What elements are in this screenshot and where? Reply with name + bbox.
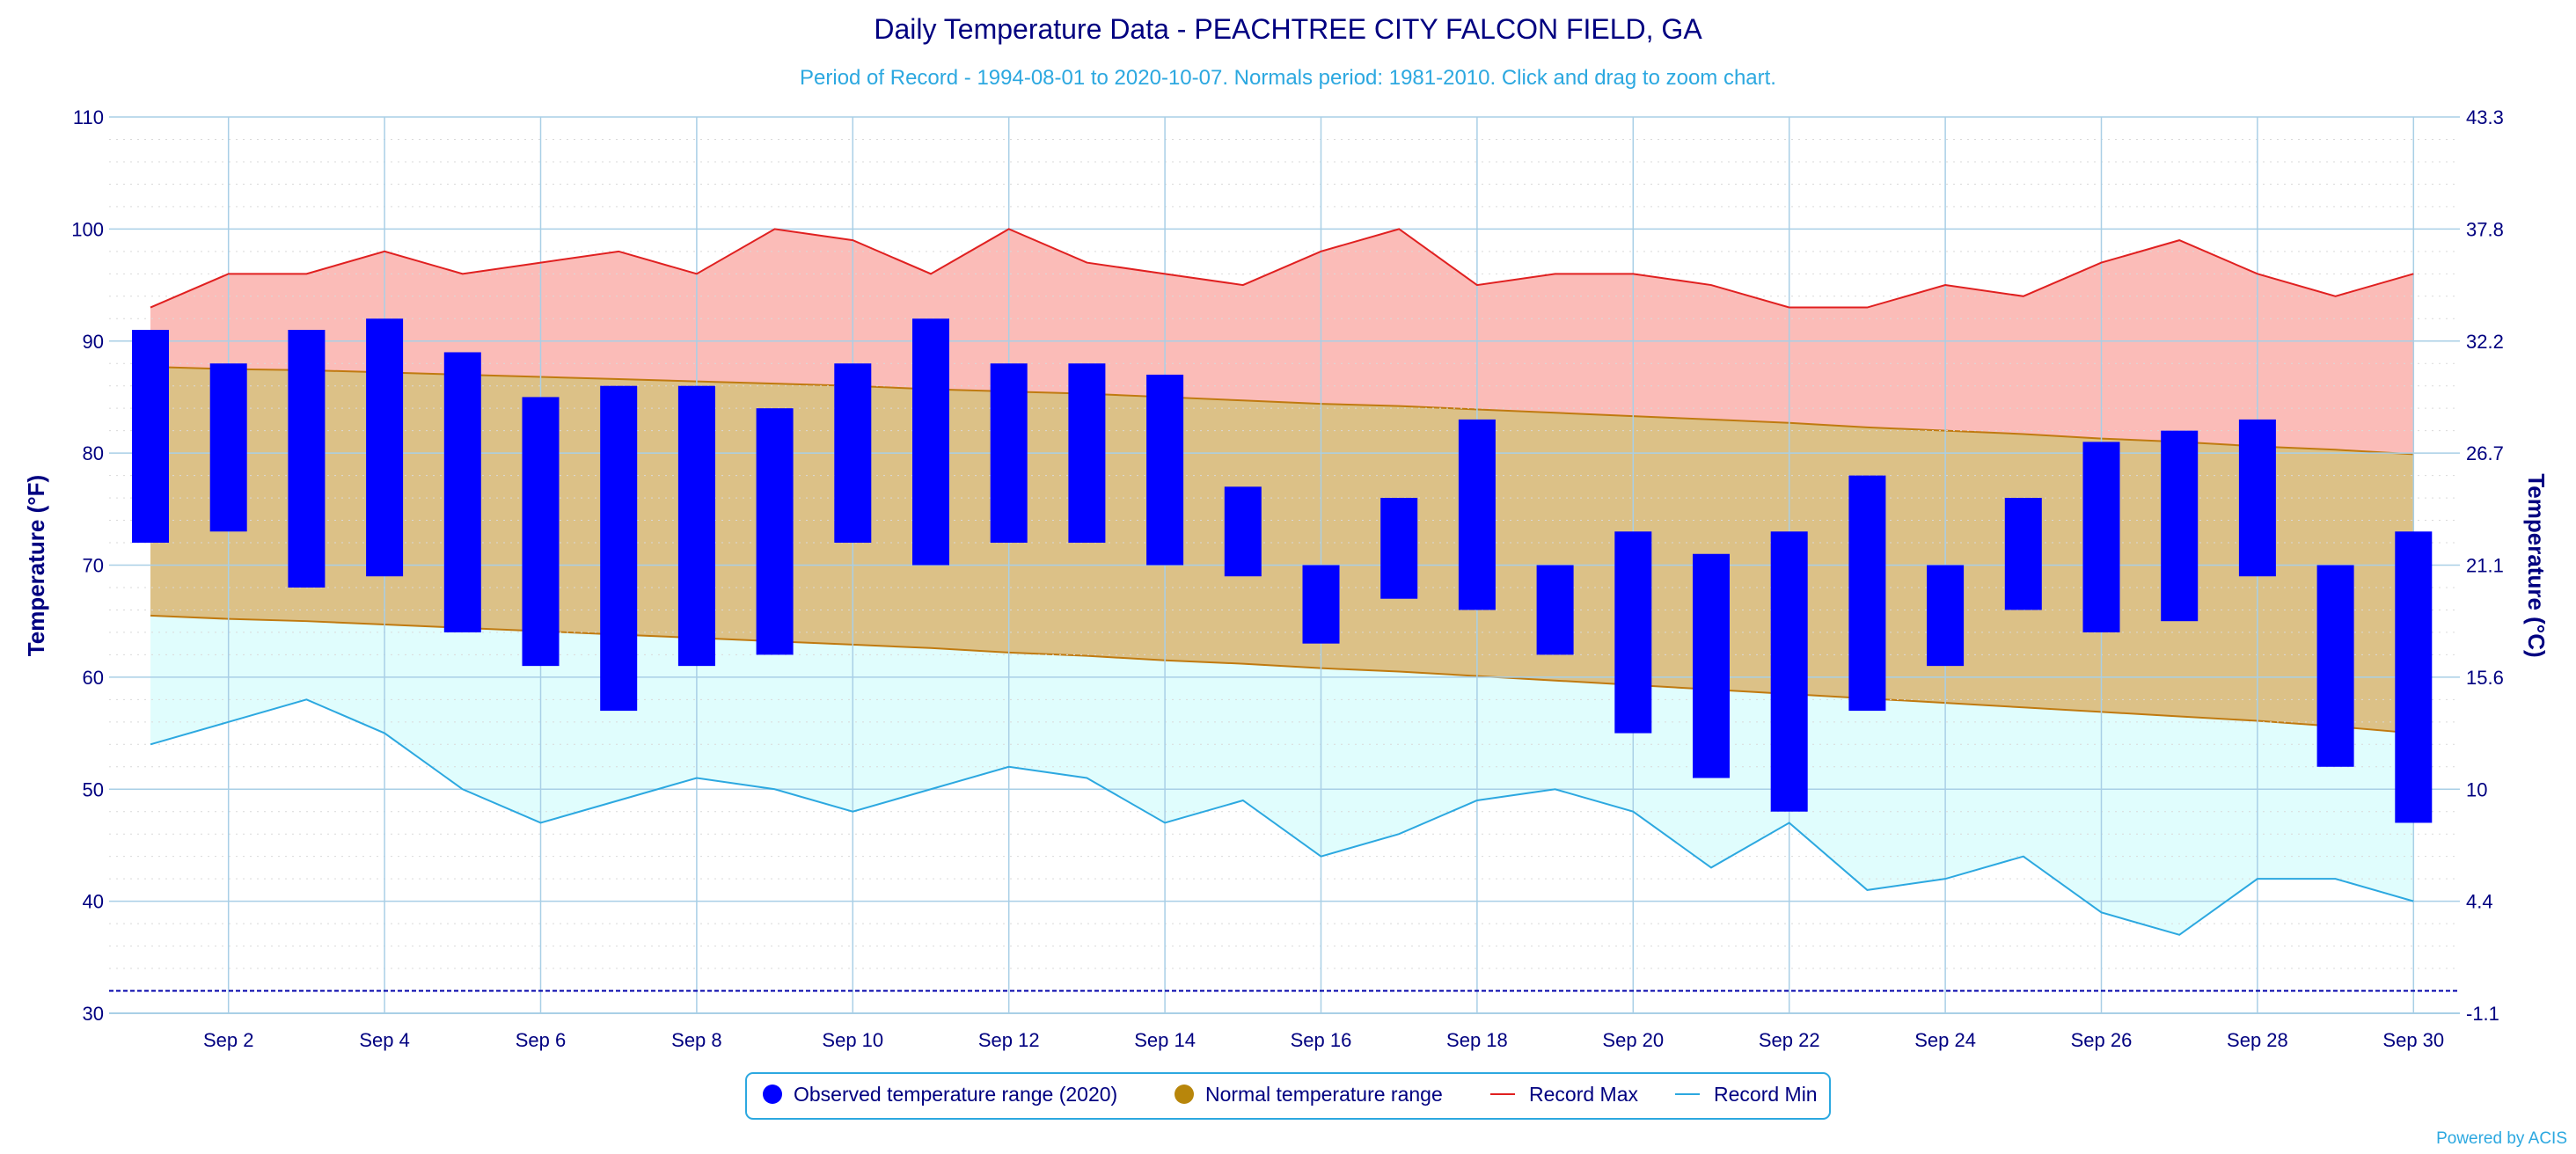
x-tick-label: Sep 24 — [1914, 1029, 1976, 1051]
observed-bar-sep-12[interactable] — [990, 363, 1028, 544]
y-tick-label-left: 90 — [83, 331, 104, 353]
y-tick-label-left: 60 — [83, 667, 104, 689]
y-tick-label-right: 21.1 — [2466, 555, 2504, 577]
legend-item-record-min[interactable]: Record Min — [1675, 1083, 1818, 1106]
observed-bar-sep-16[interactable] — [1302, 565, 1340, 644]
y-tick-label-right: 26.7 — [2466, 442, 2504, 464]
observed-bar-sep-11[interactable] — [912, 318, 949, 566]
y-tick-label-left: 30 — [83, 1003, 104, 1025]
x-tick-label: Sep 14 — [1134, 1029, 1196, 1051]
grid-lines — [109, 116, 2460, 1014]
observed-bar-sep-3[interactable] — [288, 330, 326, 588]
y-tick-label-right: 4.4 — [2466, 891, 2493, 913]
observed-bar-sep-29[interactable] — [2316, 565, 2354, 767]
y-tick-label-left: 110 — [73, 106, 104, 128]
x-tick-label: Sep 22 — [1759, 1029, 1820, 1051]
observed-bar-sep-6[interactable] — [522, 397, 560, 667]
observed-bar-sep-7[interactable] — [600, 385, 638, 712]
observed-bar-sep-22[interactable] — [1770, 531, 1808, 812]
legend-item-observed[interactable]: Observed temperature range (2020) — [763, 1083, 1117, 1106]
observed-bar-sep-27[interactable] — [2161, 430, 2199, 622]
record-max-line — [150, 228, 2414, 309]
observed-bar-sep-21[interactable] — [1693, 553, 1730, 778]
x-tick-label: Sep 2 — [203, 1029, 254, 1051]
legend[interactable]: Observed temperature range (2020) Normal… — [745, 1072, 1831, 1120]
observed-bar-sep-25[interactable] — [2004, 498, 2042, 610]
y-axis-title-left: Temperature (°F) — [23, 475, 49, 656]
y-tick-label-left: 80 — [83, 442, 104, 464]
x-tick-label: Sep 16 — [1291, 1029, 1352, 1051]
y-tick-label-right: 32.2 — [2466, 331, 2504, 353]
legend-box — [745, 1072, 1831, 1120]
x-tick-label: Sep 12 — [978, 1029, 1040, 1051]
axes: 30 -1.1 40 4.4 50 10 60 15.6 70 21.1 80 26.7 90 32.2 1… — [71, 106, 2504, 1051]
x-tick-label: Sep 6 — [516, 1029, 567, 1051]
chart-subtitle: Period of Record - 1994-08-01 to 2020-10… — [800, 66, 1776, 90]
observed-bar-sep-10[interactable] — [834, 363, 872, 544]
x-tick-label: Sep 4 — [359, 1029, 410, 1051]
normal-range-band — [150, 367, 2414, 734]
observed-bar-sep-4[interactable] — [366, 318, 404, 577]
x-tick-label: Sep 8 — [671, 1029, 722, 1051]
y-tick-label-right: 37.8 — [2466, 218, 2504, 240]
observed-bar-sep-5[interactable] — [443, 352, 481, 632]
x-tick-label: Sep 26 — [2071, 1029, 2133, 1051]
observed-bar-sep-26[interactable] — [2082, 442, 2120, 632]
x-tick-label: Sep 20 — [1602, 1029, 1664, 1051]
x-tick-label: Sep 30 — [2382, 1029, 2444, 1051]
observed-bar-sep-8[interactable] — [677, 385, 715, 667]
observed-bar-sep-17[interactable] — [1380, 498, 1418, 599]
legend-record-min-label: Record Min — [1714, 1083, 1818, 1106]
observed-bar-sep-14[interactable] — [1146, 374, 1184, 566]
y-tick-label-right: -1.1 — [2466, 1003, 2499, 1025]
chart-title: Daily Temperature Data - PEACHTREE CITY … — [874, 13, 1702, 45]
observed-bar-sep-30[interactable] — [2395, 531, 2433, 823]
observed-bar-sep-13[interactable] — [1068, 363, 1106, 544]
observed-bar-sep-24[interactable] — [1927, 565, 1965, 667]
legend-observed-label: Observed temperature range (2020) — [794, 1083, 1117, 1106]
legend-item-normal[interactable]: Normal temperature range — [1175, 1083, 1443, 1106]
observed-bar-sep-2[interactable] — [209, 363, 247, 532]
observed-bar-sep-1[interactable] — [132, 330, 169, 544]
legend-item-record-max[interactable]: Record Max — [1490, 1083, 1638, 1106]
x-tick-label: Sep 28 — [2227, 1029, 2288, 1051]
observed-bar-sep-9[interactable] — [756, 408, 794, 655]
normal-high-line — [150, 366, 2414, 456]
observed-bar-sep-19[interactable] — [1536, 565, 1574, 655]
legend-normal-label: Normal temperature range — [1205, 1083, 1443, 1106]
observed-bar-sep-20[interactable] — [1614, 531, 1652, 734]
y-tick-label-right: 15.6 — [2466, 667, 2504, 689]
observed-bar-sep-18[interactable] — [1458, 419, 1496, 610]
credit-link[interactable]: Powered by ACIS — [2436, 1129, 2567, 1148]
legend-observed-marker — [763, 1085, 782, 1104]
y-tick-label-left: 70 — [83, 555, 104, 577]
record-low-band — [150, 615, 2414, 935]
y-axis-title-right: Temperature (°C) — [2523, 473, 2550, 657]
y-tick-label-left: 100 — [71, 218, 104, 240]
x-tick-label: Sep 18 — [1446, 1029, 1508, 1051]
y-tick-label-right: 43.3 — [2466, 106, 2504, 128]
observed-bar-sep-28[interactable] — [2238, 419, 2276, 577]
legend-record-max-label: Record Max — [1529, 1083, 1638, 1106]
record-min-line — [150, 698, 2414, 936]
y-tick-label-right: 10 — [2466, 778, 2487, 800]
observed-bar-sep-23[interactable] — [1848, 475, 1886, 712]
y-tick-label-left: 40 — [83, 891, 104, 913]
x-tick-label: Sep 10 — [822, 1029, 883, 1051]
observed-bar-sep-15[interactable] — [1224, 486, 1262, 577]
y-tick-label-left: 50 — [83, 778, 104, 800]
observed-bars — [132, 228, 2433, 936]
legend-normal-marker — [1175, 1085, 1194, 1104]
